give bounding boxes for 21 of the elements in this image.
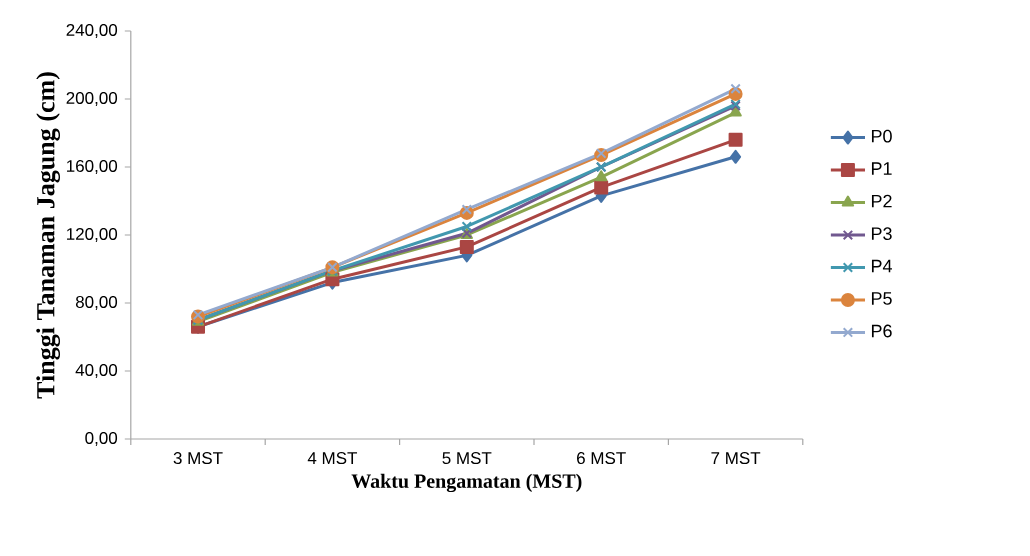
legend-label: P2 [871,194,892,208]
x-tick-label: 6 MST [577,452,626,465]
y-tick-label: 120,00 [67,227,118,242]
x-tick-label: 4 MST [307,452,358,465]
y-axis-title: Tinggi Tanaman Jagung (cm) [36,72,61,399]
legend-label: P3 [871,227,892,241]
y-tick-label: 0,00 [85,431,118,446]
legend-label: P0 [871,129,892,143]
y-tick-label: 240,00 [66,23,118,39]
x-tick-label: 3 MST [173,452,223,465]
legend-label: P1 [871,162,892,175]
legend-label: P6 [871,324,892,338]
x-tick-label: 5 MST [442,452,492,465]
y-tick-label: 80,00 [75,295,118,310]
legend-label: P5 [871,292,892,305]
y-tick-label: 40,00 [75,363,118,378]
y-tick-label: 200,00 [66,91,118,107]
legend-label: P4 [871,259,892,273]
x-axis-title: Waktu Pengamatan (MST) [351,473,582,493]
y-tick-label: 160,00 [67,159,118,175]
x-tick-label: 7 MST [711,452,761,465]
